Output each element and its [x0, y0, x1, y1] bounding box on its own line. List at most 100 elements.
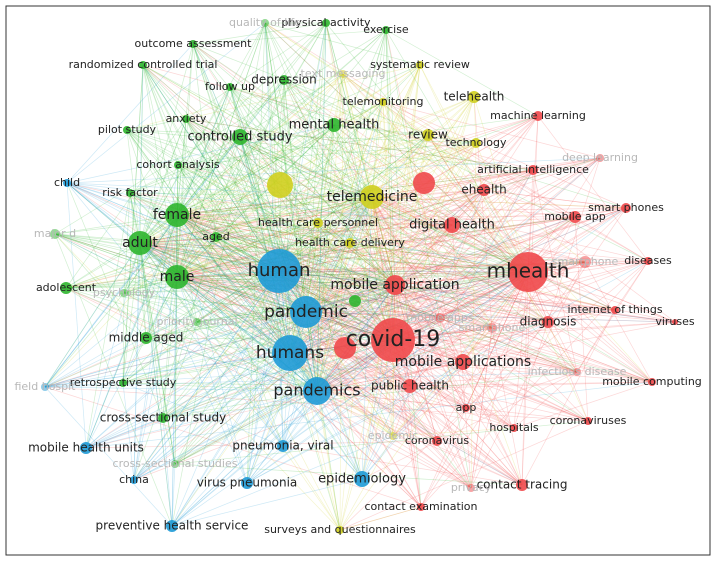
- edge: [139, 242, 164, 419]
- edge: [420, 271, 529, 508]
- edge: [66, 182, 178, 278]
- edge: [392, 339, 578, 373]
- edge: [527, 271, 589, 422]
- edge: [333, 124, 394, 341]
- edge: [289, 352, 341, 531]
- edge: [139, 222, 319, 244]
- edge: [185, 118, 373, 198]
- edge: [176, 22, 266, 278]
- edge: [176, 276, 248, 484]
- edge: [394, 115, 539, 286]
- edge: [142, 64, 534, 171]
- edge: [278, 270, 653, 383]
- edge: [349, 64, 421, 244]
- edge: [176, 207, 627, 278]
- edge: [66, 124, 335, 184]
- edge: [139, 196, 373, 244]
- edge: [185, 118, 280, 272]
- edge: [176, 224, 453, 278]
- node-label: diagnosis: [520, 315, 577, 329]
- edge: [65, 214, 178, 289]
- edge: [44, 361, 464, 388]
- edge: [185, 118, 438, 442]
- edge: [392, 271, 529, 437]
- edge: [289, 352, 523, 486]
- node: [41, 383, 49, 391]
- edge: [264, 22, 576, 218]
- node: [611, 306, 619, 314]
- edge: [139, 242, 248, 484]
- edge: [483, 189, 576, 218]
- node-label: adolescent: [36, 281, 97, 294]
- node: [569, 211, 581, 223]
- node-label: public health: [371, 379, 449, 393]
- edge: [289, 352, 411, 387]
- edge: [192, 29, 387, 45]
- edge: [44, 386, 318, 392]
- edge: [305, 260, 649, 313]
- edge: [215, 236, 291, 354]
- edge: [289, 260, 649, 354]
- edge: [282, 339, 394, 447]
- edge: [65, 242, 141, 289]
- edge: [54, 233, 178, 278]
- edges: [44, 22, 676, 531]
- edge: [126, 129, 363, 480]
- edge: [162, 352, 291, 419]
- edge: [176, 214, 438, 442]
- edge: [278, 270, 441, 319]
- edge: [289, 352, 467, 409]
- node-label: digital health: [409, 218, 495, 233]
- edge: [392, 271, 529, 341]
- node: [165, 203, 189, 227]
- edge: [162, 79, 285, 419]
- node-label: aged: [202, 230, 229, 243]
- edge: [65, 261, 586, 289]
- edge: [394, 64, 421, 286]
- edge: [465, 271, 529, 409]
- edge: [420, 216, 576, 508]
- edge: [176, 271, 529, 278]
- edge: [316, 196, 373, 392]
- node-label: human: [248, 260, 311, 281]
- edge: [176, 214, 515, 429]
- edge: [122, 64, 144, 384]
- node: [336, 526, 344, 534]
- edge: [65, 142, 477, 289]
- edge: [145, 337, 318, 392]
- edge: [305, 157, 601, 313]
- edge: [465, 271, 529, 409]
- edge: [361, 189, 485, 480]
- edge: [85, 284, 396, 449]
- edge: [470, 271, 529, 489]
- edge: [192, 43, 280, 272]
- node: [371, 318, 415, 362]
- node: [487, 323, 497, 333]
- node: [533, 111, 543, 121]
- edge: [289, 352, 653, 383]
- edge: [176, 214, 441, 319]
- edge: [85, 417, 164, 449]
- edge: [394, 224, 453, 286]
- edge: [278, 101, 384, 272]
- edge: [371, 101, 384, 198]
- edge: [85, 352, 291, 449]
- edge: [342, 73, 396, 286]
- node-label: china: [119, 473, 149, 486]
- edge: [129, 192, 529, 273]
- edge: [392, 339, 422, 508]
- edge: [278, 64, 421, 272]
- edge: [305, 189, 485, 313]
- edge: [316, 327, 493, 392]
- edge: [176, 214, 411, 387]
- edge: [521, 309, 616, 486]
- edge: [142, 64, 529, 273]
- edge: [192, 43, 396, 286]
- node-label: telemonitoring: [343, 95, 424, 108]
- edge: [325, 22, 394, 437]
- edge: [394, 261, 586, 286]
- edge: [66, 182, 87, 449]
- edge: [139, 189, 485, 244]
- node-label: deep learning: [562, 151, 638, 164]
- node-label: health care delivery: [295, 236, 405, 249]
